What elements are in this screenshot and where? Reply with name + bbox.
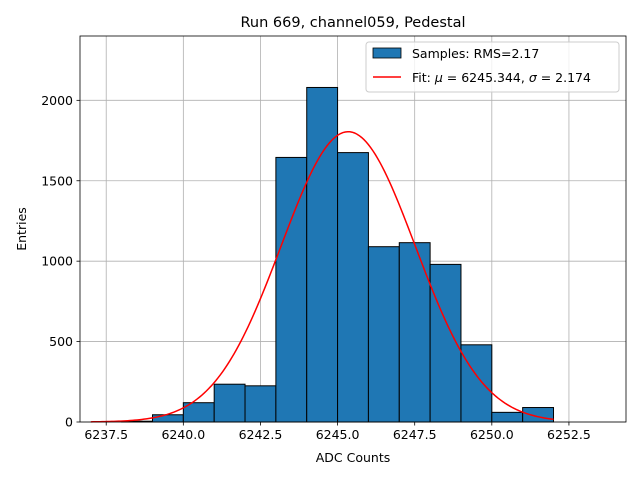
legend: Samples: RMS=2.17 Fit: μ = 6245.344, σ =… — [365, 41, 620, 93]
histogram-bar — [244, 385, 277, 423]
chart-title: Run 669, channel059, Pedestal — [240, 15, 465, 31]
histogram-bar — [275, 156, 308, 423]
y-tick-label: 2000 — [41, 93, 73, 108]
histogram-bar — [151, 414, 184, 423]
x-tick-label: 6247.5 — [393, 427, 437, 442]
y-tick-label: 0 — [65, 415, 73, 430]
plot-frame — [79, 35, 627, 423]
histogram-bar — [460, 344, 493, 423]
x-tick-label: 6245.0 — [316, 427, 360, 442]
x-axis-label: ADC Counts — [316, 450, 391, 465]
y-tick-label: 1500 — [41, 173, 73, 188]
histogram-bar — [491, 411, 524, 423]
histogram-bar — [367, 246, 400, 423]
legend-fit-label: Fit: μ = 6245.344, σ = 2.174 — [412, 70, 591, 85]
legend-fit-sigma-value: = 2.174 — [537, 70, 591, 85]
legend-fit-mu-symbol: μ — [434, 70, 443, 85]
x-tick-label: 6240.0 — [161, 427, 205, 442]
y-tick-label: 500 — [49, 334, 73, 349]
legend-fit-sigma-symbol: σ — [529, 70, 538, 85]
histogram-bar — [522, 407, 555, 423]
y-tick-label: 1000 — [41, 254, 73, 269]
x-tick-label: 6242.5 — [239, 427, 283, 442]
gaussian-fit-curve — [90, 130, 554, 423]
legend-samples-label: Samples: RMS=2.17 — [412, 46, 539, 61]
y-axis-ticks: 0 500 1000 1500 2000 — [41, 93, 80, 430]
legend-box — [365, 41, 620, 93]
histogram-bar — [213, 383, 246, 423]
x-tick-label: 6252.5 — [547, 427, 591, 442]
y-axis-label: Entries — [14, 207, 29, 251]
legend-fit-prefix: Fit: — [412, 70, 435, 85]
x-tick-label: 6250.0 — [470, 427, 514, 442]
legend-fit-mu-value: = 6245.344, — [443, 70, 529, 85]
histogram-bar — [306, 86, 339, 423]
histogram-bar — [398, 242, 431, 423]
histogram-bars — [121, 86, 555, 423]
histogram-bar — [337, 152, 369, 423]
legend-samples-swatch — [372, 47, 402, 59]
x-axis-ticks: 6237.5 6240.0 6242.5 6245.0 6247.5 6250.0 6252… — [84, 422, 591, 442]
x-tick-label: 6237.5 — [84, 427, 128, 442]
